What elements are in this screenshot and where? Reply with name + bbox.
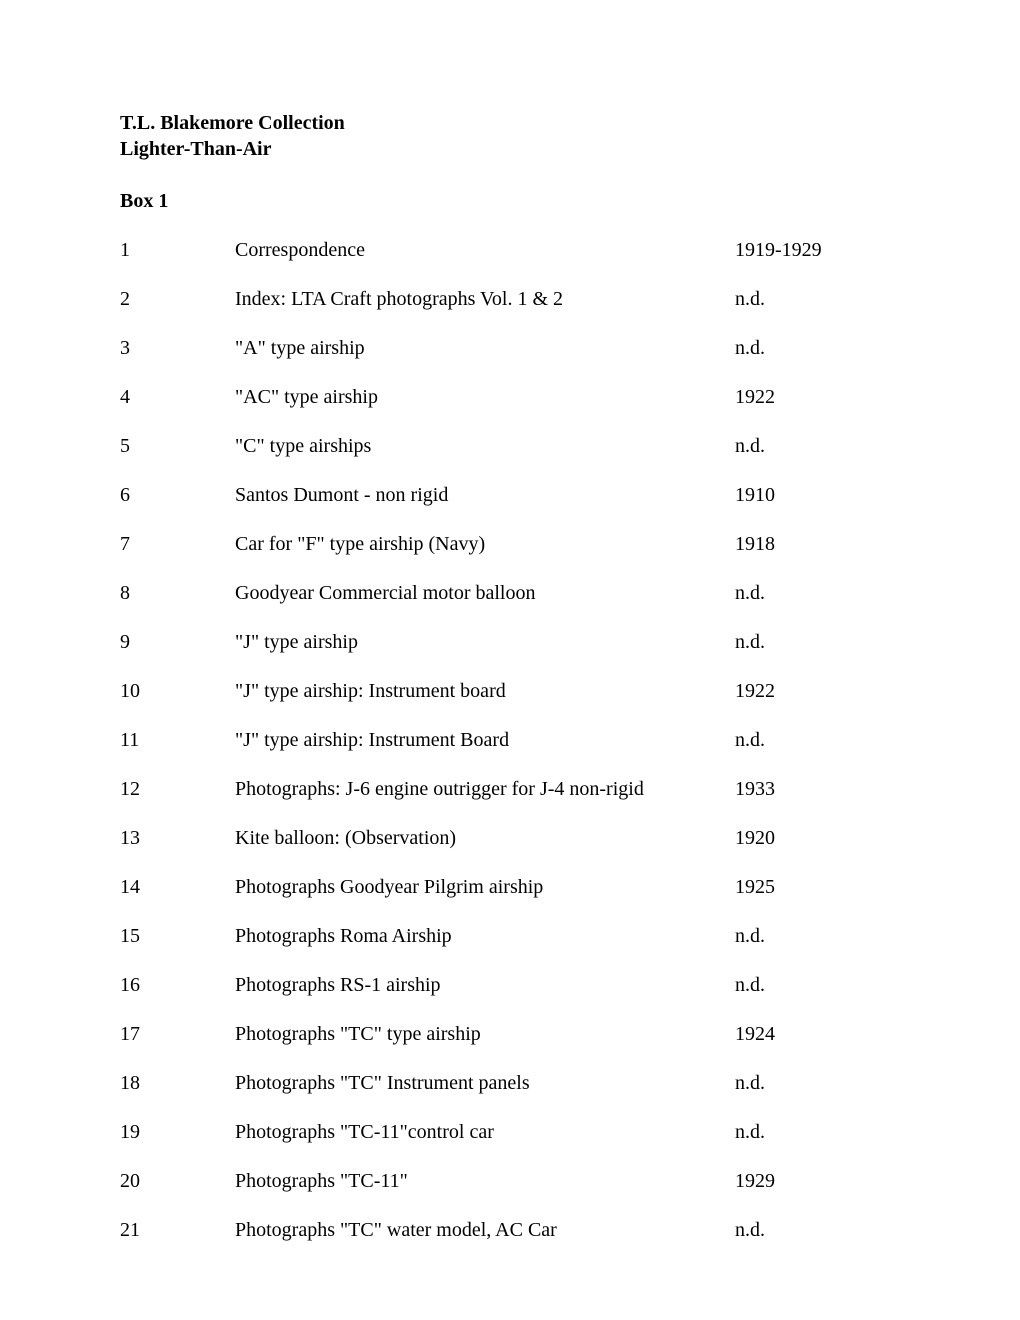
table-row: 14Photographs Goodyear Pilgrim airship19…: [120, 874, 900, 900]
entry-description: Photographs "TC-11": [235, 1168, 735, 1194]
entry-description: "AC" type airship: [235, 384, 735, 410]
entry-number: 13: [120, 825, 235, 851]
entry-number: 6: [120, 482, 235, 508]
table-row: 4"AC" type airship1922: [120, 384, 900, 410]
entry-description: "A" type airship: [235, 335, 735, 361]
entry-date: 1922: [735, 384, 900, 410]
table-row: 8Goodyear Commercial motor balloonn.d.: [120, 580, 900, 606]
entry-number: 3: [120, 335, 235, 361]
entry-description: Car for "F" type airship (Navy): [235, 531, 735, 557]
entry-number: 16: [120, 972, 235, 998]
entry-number: 2: [120, 286, 235, 312]
entry-number: 1: [120, 237, 235, 263]
box-label: Box 1: [120, 190, 900, 213]
entry-number: 5: [120, 433, 235, 459]
entry-number: 8: [120, 580, 235, 606]
entry-date: 1918: [735, 531, 900, 557]
entry-number: 17: [120, 1021, 235, 1047]
entry-date: 1924: [735, 1021, 900, 1047]
entry-date: 1910: [735, 482, 900, 508]
collection-title: T.L. Blakemore Collection: [120, 110, 900, 136]
entry-date: n.d.: [735, 727, 900, 753]
table-row: 5"C" type airshipsn.d.: [120, 433, 900, 459]
entry-number: 9: [120, 629, 235, 655]
entry-number: 19: [120, 1119, 235, 1145]
entry-date: n.d.: [735, 433, 900, 459]
table-row: 16Photographs RS-1 airshipn.d.: [120, 972, 900, 998]
table-row: 11"J" type airship: Instrument Boardn.d.: [120, 727, 900, 753]
table-row: 18Photographs "TC" Instrument panelsn.d.: [120, 1070, 900, 1096]
table-row: 3"A" type airshipn.d.: [120, 335, 900, 361]
table-row: 19Photographs "TC-11"control carn.d.: [120, 1119, 900, 1145]
table-row: 21Photographs "TC" water model, AC Carn.…: [120, 1217, 900, 1243]
entry-description: Photographs RS-1 airship: [235, 972, 735, 998]
entry-description: Photographs Goodyear Pilgrim airship: [235, 874, 735, 900]
entry-number: 21: [120, 1217, 235, 1243]
table-row: 9"J" type airshipn.d.: [120, 629, 900, 655]
table-row: 20Photographs "TC-11"1929: [120, 1168, 900, 1194]
table-row: 10"J" type airship: Instrument board1922: [120, 678, 900, 704]
entry-date: 1933: [735, 776, 900, 802]
entry-date: n.d.: [735, 1119, 900, 1145]
entry-date: 1922: [735, 678, 900, 704]
table-row: 2Index: LTA Craft photographs Vol. 1 & 2…: [120, 286, 900, 312]
entry-description: Goodyear Commercial motor balloon: [235, 580, 735, 606]
entry-number: 20: [120, 1168, 235, 1194]
table-row: 13Kite balloon: (Observation)1920: [120, 825, 900, 851]
entry-description: Photographs "TC-11"control car: [235, 1119, 735, 1145]
entry-number: 18: [120, 1070, 235, 1096]
entry-date: n.d.: [735, 972, 900, 998]
entry-number: 11: [120, 727, 235, 753]
entry-description: Correspondence: [235, 237, 735, 263]
entry-description: "J" type airship: [235, 629, 735, 655]
table-row: 15Photographs Roma Airshipn.d.: [120, 923, 900, 949]
entry-description: Photographs "TC" water model, AC Car: [235, 1217, 735, 1243]
entry-number: 15: [120, 923, 235, 949]
entry-description: Index: LTA Craft photographs Vol. 1 & 2: [235, 286, 735, 312]
table-row: 12Photographs: J-6 engine outrigger for …: [120, 776, 900, 802]
table-row: 1Correspondence1919-1929: [120, 237, 900, 263]
entry-date: n.d.: [735, 286, 900, 312]
entry-description: Photographs "TC" type airship: [235, 1021, 735, 1047]
collection-subtitle: Lighter-Than-Air: [120, 136, 900, 162]
entry-date: n.d.: [735, 1070, 900, 1096]
entry-date: n.d.: [735, 580, 900, 606]
entry-description: Photographs: J-6 engine outrigger for J-…: [235, 776, 735, 802]
entry-date: 1925: [735, 874, 900, 900]
table-row: 7Car for "F" type airship (Navy)1918: [120, 531, 900, 557]
entry-description: Photographs Roma Airship: [235, 923, 735, 949]
entry-description: Photographs "TC" Instrument panels: [235, 1070, 735, 1096]
entry-date: 1929: [735, 1168, 900, 1194]
entry-description: "J" type airship: Instrument board: [235, 678, 735, 704]
entry-date: n.d.: [735, 1217, 900, 1243]
entry-date: 1920: [735, 825, 900, 851]
entry-number: 14: [120, 874, 235, 900]
table-row: 6Santos Dumont - non rigid1910: [120, 482, 900, 508]
entry-number: 12: [120, 776, 235, 802]
entry-description: "C" type airships: [235, 433, 735, 459]
entry-description: Kite balloon: (Observation): [235, 825, 735, 851]
entry-description: Santos Dumont - non rigid: [235, 482, 735, 508]
table-row: 17Photographs "TC" type airship1924: [120, 1021, 900, 1047]
entry-number: 4: [120, 384, 235, 410]
entry-date: n.d.: [735, 335, 900, 361]
entry-number: 10: [120, 678, 235, 704]
entry-date: 1919-1929: [735, 237, 900, 263]
entries-list: 1Correspondence1919-1929 2Index: LTA Craf…: [120, 237, 900, 1243]
entry-description: "J" type airship: Instrument Board: [235, 727, 735, 753]
entry-number: 7: [120, 531, 235, 557]
document-header: T.L. Blakemore Collection Lighter-Than-A…: [120, 110, 900, 162]
entry-date: n.d.: [735, 923, 900, 949]
entry-date: n.d.: [735, 629, 900, 655]
